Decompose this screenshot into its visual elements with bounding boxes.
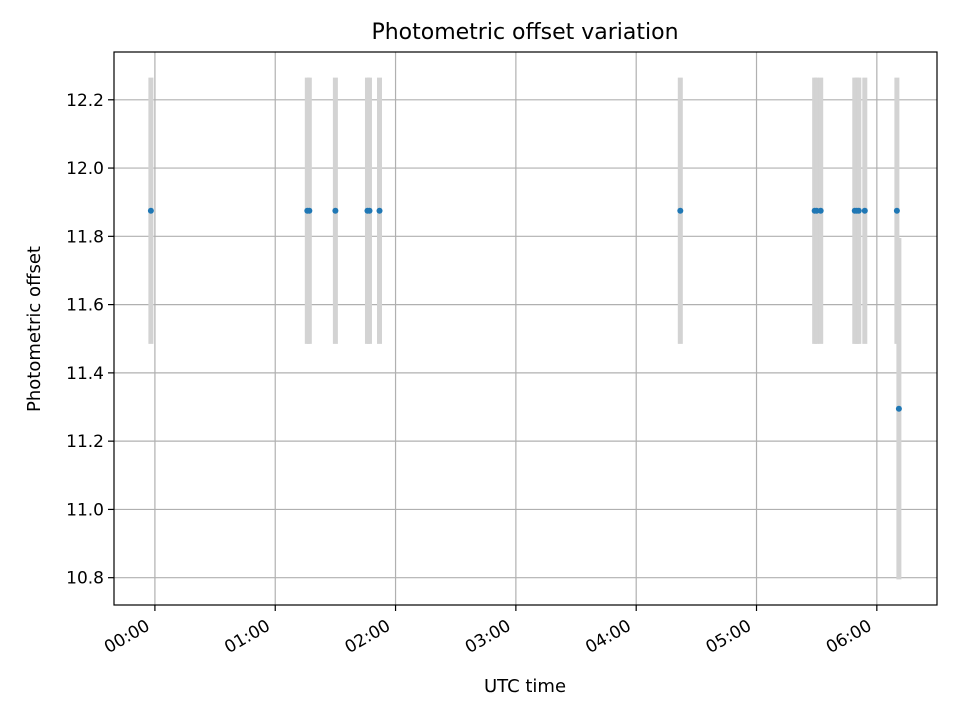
plot-frame — [113, 51, 938, 606]
data-points — [147, 207, 902, 412]
y-tick-label: 11.4 — [66, 364, 104, 384]
data-point — [895, 405, 902, 412]
data-point — [306, 207, 313, 214]
data-point — [855, 207, 862, 214]
y-tick-label: 10.8 — [66, 569, 104, 589]
data-point — [817, 207, 824, 214]
error-bars — [148, 77, 902, 580]
y-tick-label: 11.0 — [66, 500, 104, 520]
data-point — [376, 207, 383, 214]
x-axis-label: UTC time — [484, 676, 566, 697]
x-tick-label: 03:00 — [462, 616, 514, 658]
y-tick-label: 12.0 — [66, 159, 104, 179]
y-tick-label: 11.6 — [66, 296, 104, 316]
y-tick-label: 12.2 — [66, 91, 104, 111]
y-tick-label: 11.2 — [66, 432, 104, 452]
data-point — [861, 207, 868, 214]
x-tick-label: 01:00 — [221, 616, 273, 658]
y-axis-ticks: 10.8 11.0 11.2 11.4 11.6 11.8 12.0 12.2 — [66, 91, 114, 589]
data-point — [893, 207, 900, 214]
x-tick-label: 05:00 — [703, 616, 755, 658]
y-tick-label: 11.8 — [66, 227, 104, 247]
chart-title: Photometric offset variation — [371, 20, 678, 45]
x-tick-label: 04:00 — [582, 616, 634, 658]
x-axis-ticks: 00:00 01:00 02:00 03:00 04:00 05:00 06:00 — [101, 605, 878, 658]
data-point — [677, 207, 684, 214]
y-axis-label: Photometric offset — [24, 246, 45, 412]
x-tick-label: 02:00 — [342, 616, 394, 658]
data-point — [332, 207, 339, 214]
grid-lines — [114, 52, 937, 605]
x-tick-label: 00:00 — [101, 616, 153, 658]
data-point — [366, 207, 373, 214]
data-point — [147, 207, 154, 214]
x-tick-label: 06:00 — [823, 616, 875, 658]
